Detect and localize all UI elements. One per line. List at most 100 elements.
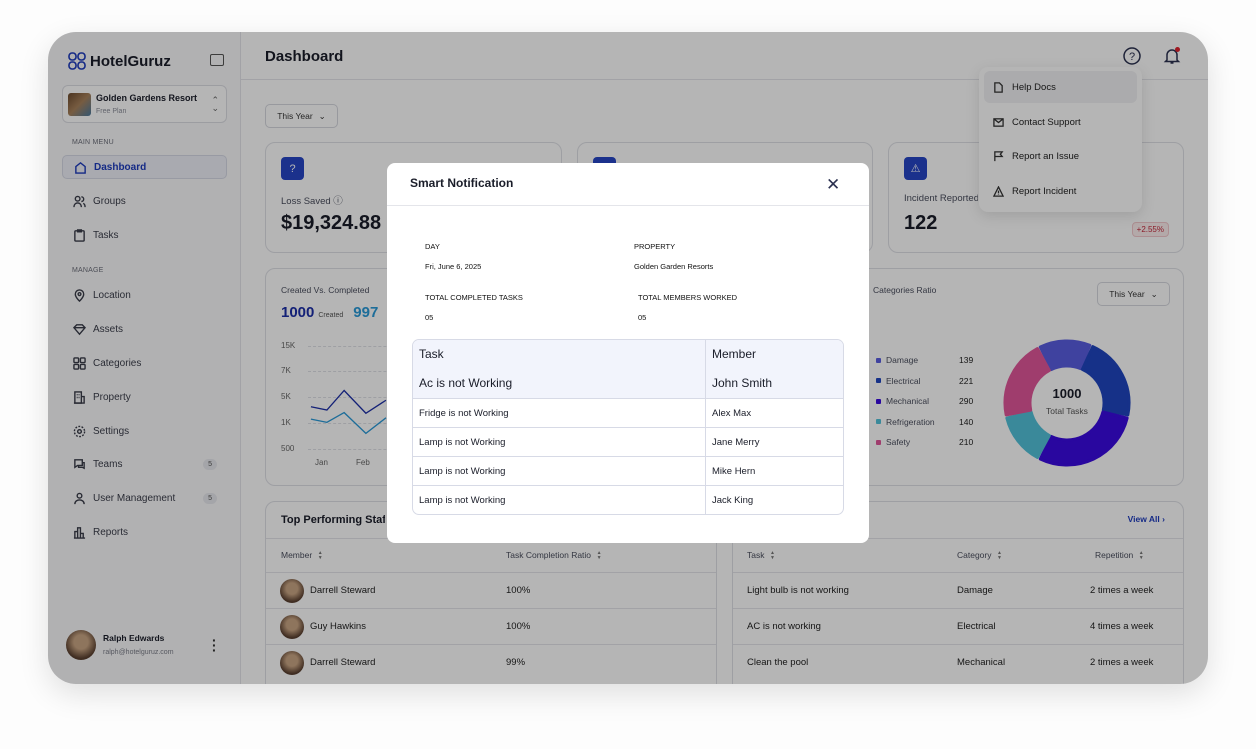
column-repetition[interactable]: Repetition [1095, 550, 1144, 560]
sidebar-item-reports[interactable]: Reports [62, 520, 227, 544]
property-switcher[interactable]: Golden Gardens Resort Free Plan ⌃ ⌄ [62, 85, 227, 123]
series-line-1 [310, 411, 387, 435]
menu-item-report-issue[interactable]: Report an Issue [984, 140, 1137, 172]
sidebar-item-property[interactable]: Property [62, 385, 227, 409]
table-row[interactable]: AC is not working Electrical 4 times a wee… [733, 608, 1183, 644]
member-cell: John Smith [705, 369, 772, 398]
legend-label: Electrical [886, 375, 921, 386]
legend-swatch [876, 357, 881, 363]
table-row[interactable]: Darrell Steward 99% [266, 644, 716, 680]
series-line-0 [310, 389, 387, 415]
header: Dashboard [241, 32, 1208, 80]
stat-label: Loss Saved ⓘ [281, 193, 343, 207]
donut-slice-damage[interactable] [1038, 339, 1092, 372]
legend-value: 221 [959, 375, 974, 386]
users-count-badge: 5 [203, 492, 217, 504]
y-tick-label: 7K [281, 366, 291, 375]
sidebar-item-label: Teams [93, 458, 123, 470]
chevron-updown-icon: ⌃ ⌄ [211, 95, 219, 113]
legend-swatch [876, 378, 881, 383]
donut-slice-safety[interactable] [1003, 347, 1051, 417]
stat-label: Incident Reported [904, 193, 978, 204]
x-tick-label: Feb [356, 458, 370, 467]
member-name: Darrell Steward [310, 585, 376, 596]
menu-item-contact-support[interactable]: Contact Support [984, 106, 1137, 138]
category-cell: Damage [957, 585, 993, 596]
sidebar-item-categories[interactable]: Categories [62, 351, 227, 375]
sidebar-item-tasks[interactable]: Tasks [62, 223, 227, 247]
members-worked-label: TOTAL MEMBERS WORKED [638, 293, 738, 302]
sidebar-item-groups[interactable]: Groups [62, 189, 227, 213]
column-category[interactable]: Category [957, 550, 1003, 560]
categories-period-select[interactable]: This Year ⌄ [1097, 282, 1170, 306]
change-badge: +2.55% [1131, 222, 1169, 237]
column-completion-ratio[interactable]: Task Completion Ratio [506, 550, 602, 560]
property-thumbnail [68, 93, 91, 116]
close-icon[interactable]: ✕ [826, 175, 841, 194]
sidebar-item-settings[interactable]: Settings [62, 419, 227, 443]
top-staff-card: Top Performing Staff Member Task Complet… [265, 501, 717, 684]
diamond-icon [73, 323, 86, 335]
stat-value: $19,324.88 [281, 212, 382, 234]
logo: HotelGuruz [68, 52, 171, 70]
day-value: Fri, June 6, 2025 [425, 262, 482, 271]
collapse-sidebar-icon[interactable] [210, 54, 224, 66]
view-all-link[interactable]: View All › [1128, 514, 1165, 524]
card-title: Top Performing Staff [281, 514, 385, 526]
y-tick-label: 15K [281, 341, 296, 350]
legend-item: Damage [876, 355, 918, 365]
completed-count: 997 [353, 304, 379, 321]
users-icon [73, 195, 86, 207]
completed-tasks-label: TOTAL COMPLETED TASKS [425, 293, 523, 302]
y-tick-label: 5K [281, 392, 291, 401]
user-name: Ralph Edwards [103, 633, 165, 643]
app-window: HotelGuruz Golden Gardens Resort Free Pl… [48, 32, 1208, 684]
table-header: Task Category Repetition [733, 538, 1183, 572]
bar-chart-icon [73, 526, 86, 539]
donut-slice-refrigeration[interactable] [1005, 410, 1051, 459]
column-member[interactable]: Member [281, 550, 323, 560]
sidebar-item-teams[interactable]: Teams 5 [62, 452, 227, 476]
mail-icon [993, 117, 1004, 127]
legend-swatch [876, 419, 881, 424]
modal-task-table: Task Member Ac is not Working John Smith Fr… [412, 339, 844, 515]
modal-header: Smart Notification ✕ [387, 163, 869, 206]
legend-label: Mechanical [886, 396, 929, 406]
stat-value: 122 [904, 212, 938, 234]
task-cell: Lamp is not Working [419, 495, 506, 506]
warning-icon [993, 185, 1004, 197]
legend-item: Electrical [876, 376, 920, 386]
legend-value: 139 [959, 355, 974, 365]
sidebar-item-assets[interactable]: Assets [62, 317, 227, 341]
sidebar-item-user-management[interactable]: User Management 5 [62, 486, 227, 510]
menu-item-help-docs[interactable]: Help Docs [984, 71, 1137, 103]
menu-item-label: Report Incident [1012, 185, 1077, 197]
more-options-icon[interactable]: · · · [212, 632, 217, 658]
sidebar-item-dashboard[interactable]: Dashboard [62, 155, 227, 179]
avatar [66, 630, 96, 660]
period-select[interactable]: This Year ⌄ [265, 104, 338, 128]
table-row[interactable]: Light bulb is not working Damage 2 times a… [733, 572, 1183, 608]
table-row[interactable]: Guy Hawkins 100% [266, 608, 716, 644]
property-value: Golden Garden Resorts [634, 262, 714, 271]
donut-slice-electrical[interactable] [1080, 345, 1131, 417]
y-tick-label: 500 [281, 444, 295, 453]
sidebar-item-label: Groups [93, 195, 126, 207]
menu-item-label: Help Docs [1012, 81, 1056, 93]
menu-item-report-incident[interactable]: Report Incident [984, 175, 1137, 207]
created-label: Created [318, 312, 344, 319]
app-name: HotelGuruz [90, 52, 171, 70]
donut-slice-mechanical[interactable] [1038, 410, 1129, 467]
chart-summary: 1000 Created 997 [281, 304, 387, 321]
sidebar-item-location[interactable]: Location [62, 283, 227, 307]
repetition-cell: 2 times a week [1090, 585, 1154, 596]
sidebar: HotelGuruz Golden Gardens Resort Free Pl… [48, 32, 241, 684]
column-task[interactable]: Task [747, 550, 775, 560]
help-icon[interactable]: ? [1123, 47, 1141, 65]
table-row[interactable]: Darrell Steward 100% [266, 572, 716, 608]
table-row[interactable]: Clean the pool Mechanical 2 times a week [733, 644, 1183, 680]
chart-title: Created Vs. Completed [281, 285, 370, 295]
bell-icon[interactable] [1163, 47, 1181, 65]
question-circle-icon: ? [281, 157, 304, 180]
chevron-down-icon: ⌄ [318, 110, 326, 121]
